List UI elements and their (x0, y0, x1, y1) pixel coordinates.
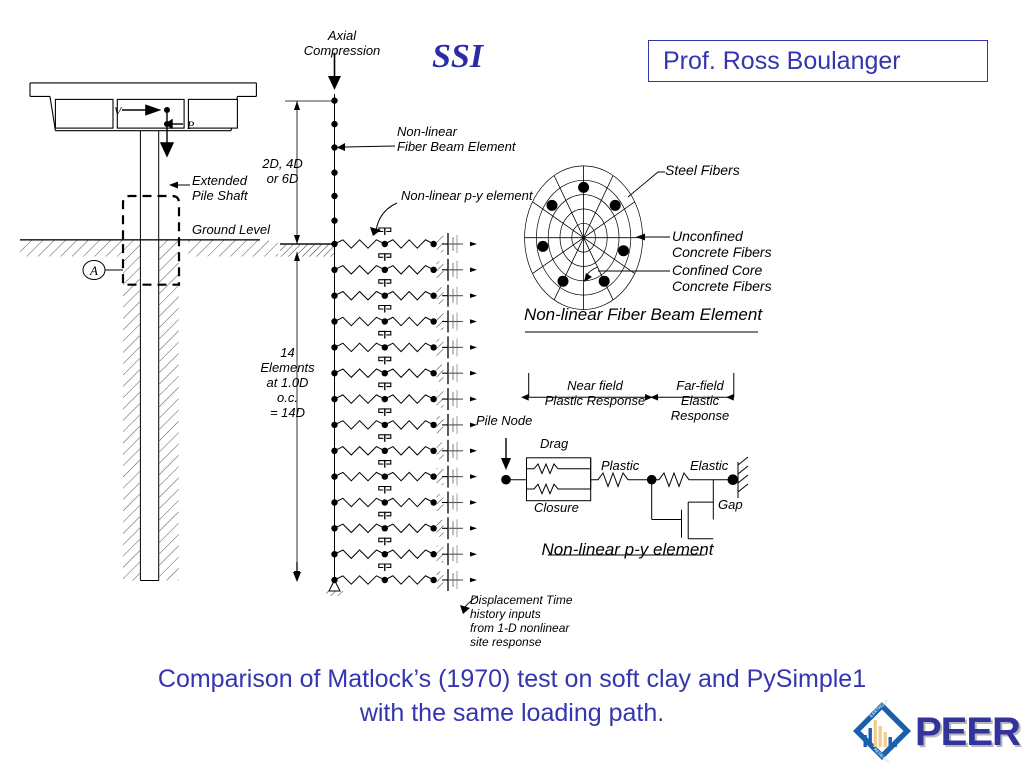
svg-text:PEER: PEER (915, 710, 1021, 754)
